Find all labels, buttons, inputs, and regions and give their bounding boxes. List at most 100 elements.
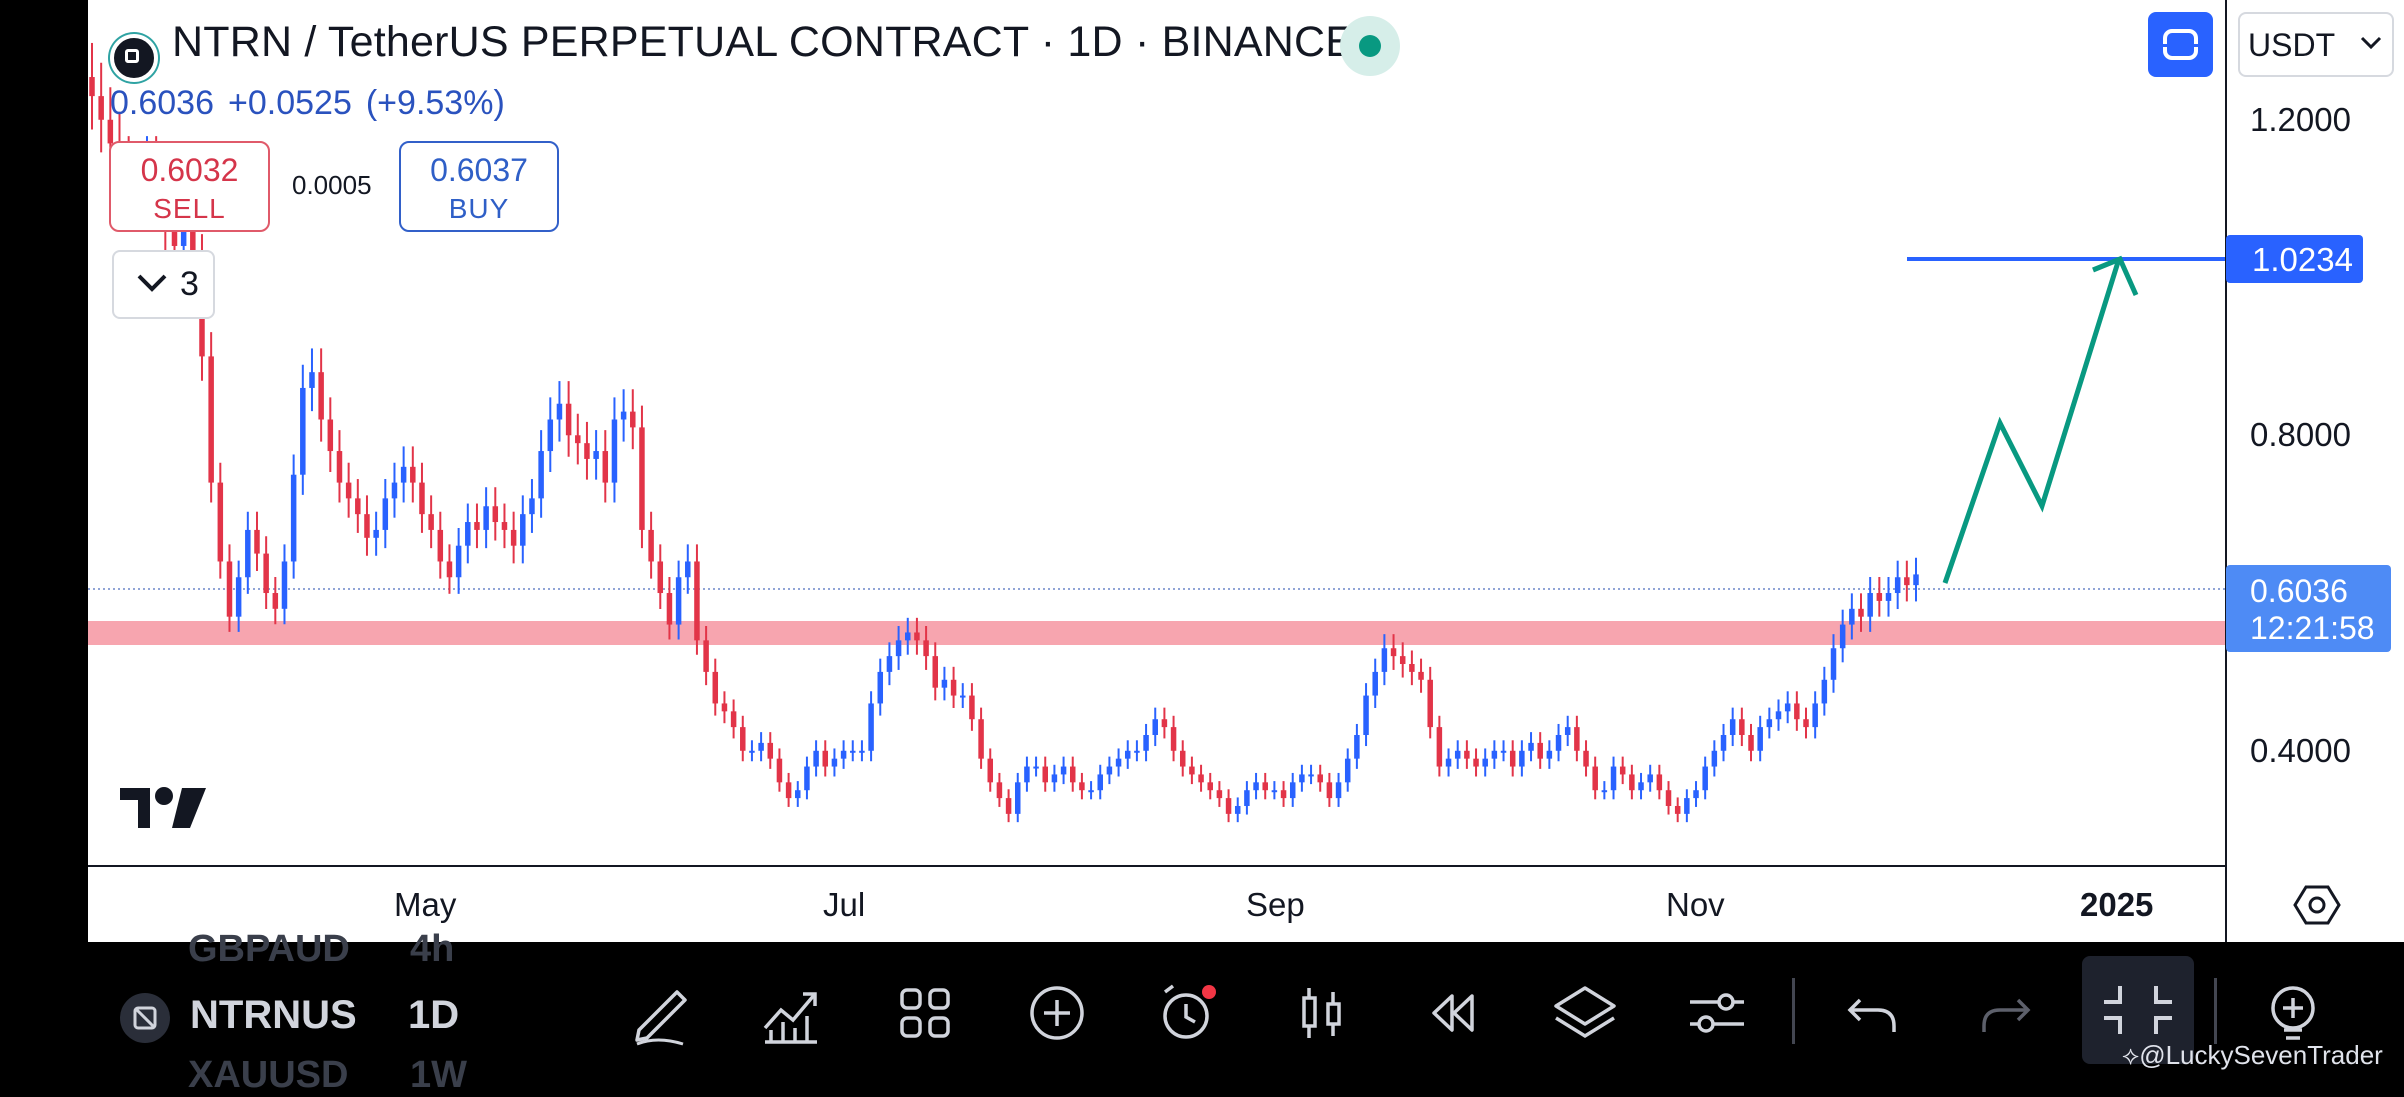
candle-body [1830, 648, 1837, 680]
candle-body [556, 403, 563, 420]
candle-body [1225, 798, 1232, 814]
idea-icon[interactable] [2258, 978, 2328, 1048]
candle-body [1344, 758, 1351, 783]
candle-body [290, 474, 297, 562]
candle-body [584, 443, 590, 459]
watermark-logo-icon: ⟡ [2122, 1040, 2140, 1070]
candle-body [1097, 774, 1103, 791]
support-zone[interactable] [88, 621, 2226, 645]
currency-select[interactable]: USDT [2238, 12, 2394, 77]
candle-body [1784, 703, 1791, 712]
candle-body [1757, 727, 1763, 751]
candle-body [1253, 782, 1259, 791]
candle-body [1042, 766, 1048, 783]
spread-value: 0.0005 [292, 170, 372, 200]
redo-icon[interactable] [1970, 978, 2040, 1048]
candle-body [978, 719, 984, 759]
target-price-badge[interactable]: 1.0234 [2226, 235, 2363, 283]
candle-body [932, 656, 939, 688]
candle-body [1684, 798, 1690, 814]
fullscreen-icon [2162, 29, 2199, 60]
candle-body [1803, 719, 1809, 728]
candle-body [336, 451, 343, 483]
buy-price: 0.6037 [430, 152, 528, 188]
candle-body [98, 96, 104, 120]
market-open-dot-icon [1359, 35, 1381, 57]
symbol-selector[interactable]: NTRNUS [190, 993, 357, 1037]
sell-price: 0.6032 [140, 152, 239, 188]
candle-body [749, 750, 755, 753]
candle-body [373, 529, 379, 538]
fullscreen-button[interactable] [2148, 12, 2213, 77]
candle-body [1574, 727, 1580, 751]
candle-body [1794, 703, 1800, 720]
candle-body [1427, 679, 1433, 728]
alert-icon[interactable] [1153, 978, 1223, 1048]
candle-body [510, 529, 517, 546]
time-axis-label: May [394, 886, 457, 923]
candle-body [1088, 790, 1094, 793]
projection-path[interactable] [1942, 261, 2121, 584]
indicators-icon[interactable] [757, 978, 827, 1048]
add-icon[interactable] [1022, 978, 1092, 1048]
candle-body [1720, 735, 1727, 751]
candle-body [1189, 766, 1195, 775]
replay-icon[interactable] [1418, 978, 1488, 1048]
settings-icon[interactable] [1682, 978, 1752, 1048]
candles-icon[interactable] [1286, 978, 1356, 1048]
sell-button[interactable]: 0.6032 SELL [109, 141, 270, 232]
candle-body [1069, 766, 1076, 783]
candle-body [721, 703, 728, 712]
candle-body [795, 790, 801, 799]
price-summary: 0.6036 +0.0525 (+9.53%) [110, 84, 519, 123]
candle-body [1711, 750, 1718, 767]
candle-body [1271, 790, 1278, 793]
candle-body [1894, 577, 1901, 594]
candle-body [914, 632, 920, 641]
layers-icon[interactable] [1550, 978, 1620, 1048]
price-axis-label: 1.2000 [2250, 101, 2351, 138]
candle-body [226, 561, 233, 617]
candle-body [272, 593, 279, 609]
candle-body [1445, 758, 1452, 767]
grid-icon[interactable] [890, 978, 960, 1048]
candle-body [868, 703, 874, 751]
candle-body [1244, 790, 1250, 806]
candle-body [1555, 735, 1562, 751]
candle-body [1528, 742, 1534, 751]
market-status-indicator[interactable] [1340, 16, 1400, 76]
timeframe-selector[interactable]: 1D [408, 993, 460, 1037]
candle-body [300, 387, 306, 475]
candle-body [1491, 750, 1498, 759]
tradingview-logo-icon [120, 787, 206, 828]
candle-body [1858, 608, 1864, 617]
candle-body [694, 561, 700, 641]
chart-title[interactable]: NTRN / TetherUS PERPETUAL CONTRACT · 1D … [172, 18, 1355, 66]
buy-button[interactable]: 0.6037 BUY [399, 141, 559, 232]
axis-settings-icon[interactable] [2292, 880, 2342, 930]
candle-body [960, 695, 966, 698]
buy-label: BUY [448, 193, 510, 224]
time-axis-label: Jul [823, 886, 866, 923]
candle-body [318, 372, 324, 420]
candle-body [895, 640, 902, 657]
candle-body [969, 695, 975, 720]
candle-body [831, 758, 838, 767]
candle-body [529, 498, 535, 515]
undo-icon[interactable] [1838, 978, 1908, 1048]
candle-body [1152, 719, 1158, 735]
candle-body [501, 522, 508, 530]
candle-body [1308, 774, 1314, 777]
sell-label: SELL [153, 193, 226, 224]
candle-body [1849, 608, 1855, 625]
candle-body [1913, 574, 1919, 586]
candle-body [1482, 758, 1488, 767]
candle-body [1179, 750, 1186, 767]
candle-body [1546, 750, 1553, 759]
candle-body [657, 561, 664, 594]
candle-body [620, 411, 627, 420]
indicators-toggle-button[interactable]: 3 [112, 250, 215, 319]
pencil-icon[interactable] [627, 978, 697, 1048]
exit-fullscreen-button[interactable] [2082, 956, 2194, 1064]
